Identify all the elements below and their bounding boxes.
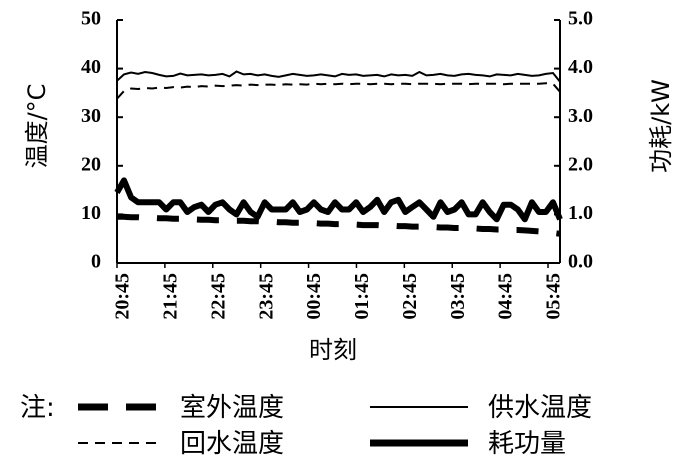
legend-label-3: 耗功量 <box>488 429 566 459</box>
y-tick-label-right: 4.0 <box>568 56 593 78</box>
x-tick-label: 02:45 <box>399 273 421 320</box>
x-tick-label: 23:45 <box>255 273 277 320</box>
y-tick-label-right: 2.0 <box>568 153 593 175</box>
y-axis-label-right: 功耗/kW <box>647 79 675 173</box>
legend-label-1: 供水温度 <box>488 393 592 423</box>
series-line-2 <box>116 82 561 100</box>
chart-series <box>114 70 563 237</box>
chart-axes: 0 10 20 30 40 50 0.0 1.0 2.0 3.0 4.0 5.0 20:45 21:45 2… <box>81 8 593 320</box>
x-tick-label: 00:45 <box>303 273 325 320</box>
x-tick-label: 03:45 <box>447 273 469 320</box>
y-tick-label-left: 20 <box>81 153 101 175</box>
y-tick-label-left: 30 <box>81 105 101 127</box>
x-tick-label: 20:45 <box>112 273 134 320</box>
legend-label-0: 室外温度 <box>180 393 284 423</box>
y-tick-label-left: 50 <box>81 8 101 30</box>
y-tick-label-left: 0 <box>91 251 101 273</box>
y-tick-label-left: 40 <box>81 56 101 78</box>
x-axis-label: 时刻 <box>309 336 357 364</box>
series-line-3 <box>114 177 563 223</box>
x-tick-label: 01:45 <box>351 273 373 320</box>
y-tick-label-right: 1.0 <box>568 202 593 224</box>
x-tick-label: 21:45 <box>159 273 181 320</box>
series-line-1 <box>116 70 561 83</box>
x-tick-label: 04:45 <box>495 273 517 320</box>
y-axis-label-left: 温度/°C <box>23 84 51 169</box>
x-tick-label: 22:45 <box>207 273 229 320</box>
legend-prefix: 注: <box>20 393 55 423</box>
y-tick-label-left: 10 <box>81 202 101 224</box>
y-tick-label-right: 3.0 <box>568 105 593 127</box>
legend-label-2: 回水温度 <box>180 429 284 459</box>
y-tick-label-right: 5.0 <box>568 8 593 30</box>
series-line-0 <box>117 213 561 237</box>
x-tick-label: 05:45 <box>543 273 565 320</box>
y-tick-label-right: 0.0 <box>568 251 593 273</box>
